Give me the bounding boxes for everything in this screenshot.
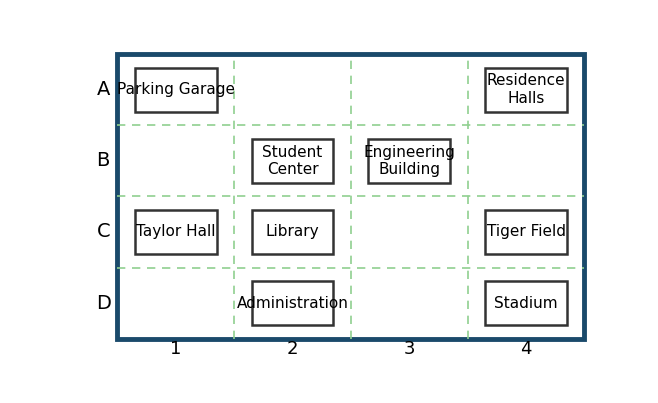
Text: D: D [96,294,111,313]
Text: Stadium: Stadium [494,296,558,311]
Text: B: B [97,151,110,170]
Bar [485,210,567,254]
Text: A: A [97,80,110,99]
Bar [368,139,450,183]
Text: 1: 1 [170,341,182,358]
Bar [135,68,216,112]
Bar [251,281,334,325]
Text: Tiger Field: Tiger Field [486,224,565,239]
Text: 2: 2 [287,341,298,358]
Bar [251,139,334,183]
Text: Engineering
Building: Engineering Building [363,145,455,177]
Text: Parking Garage: Parking Garage [116,82,235,97]
Text: Taylor Hall: Taylor Hall [136,224,215,239]
Text: Student
Center: Student Center [263,145,322,177]
Text: 3: 3 [403,341,415,358]
Text: Residence
Halls: Residence Halls [487,73,565,106]
Text: 4: 4 [520,341,532,358]
Bar [251,210,334,254]
Text: C: C [97,222,110,241]
Bar [135,210,216,254]
Bar [485,68,567,112]
Text: Library: Library [266,224,319,239]
Text: Administration: Administration [236,296,348,311]
Bar [485,281,567,325]
